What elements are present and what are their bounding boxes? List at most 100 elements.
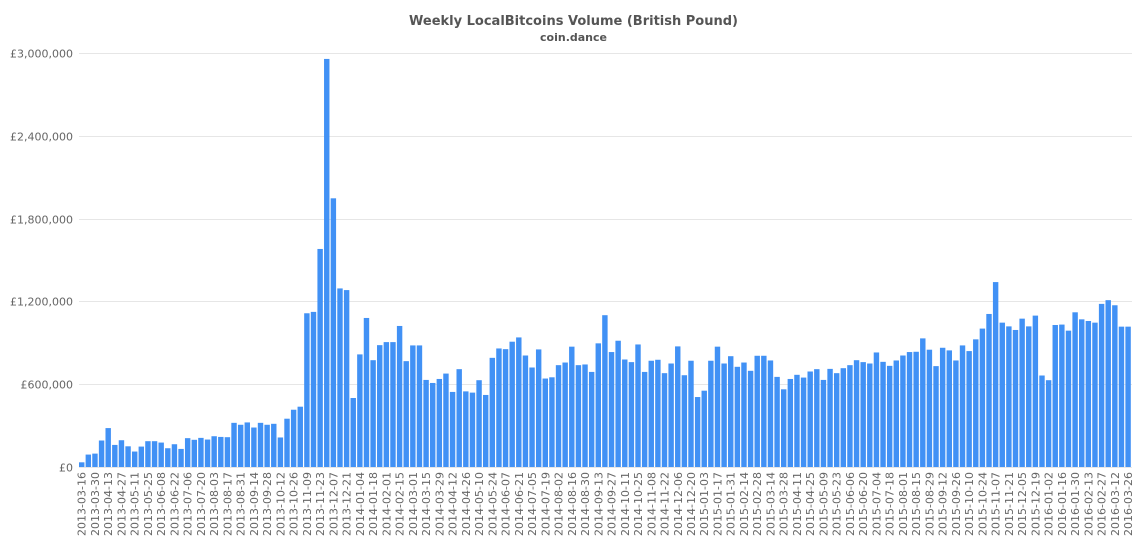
bar[interactable] [112,444,118,467]
bar[interactable] [668,363,674,468]
bar[interactable] [463,391,469,467]
bar[interactable] [549,377,555,467]
bar[interactable] [714,346,721,467]
bar[interactable] [761,355,767,467]
bar[interactable] [198,437,204,467]
bar[interactable] [794,374,800,467]
bar[interactable] [608,352,615,467]
bar[interactable] [370,360,376,467]
bar[interactable] [840,368,847,467]
bar[interactable] [595,343,601,467]
bar[interactable] [496,348,502,467]
bar[interactable] [615,340,621,467]
bar[interactable] [814,369,820,467]
bar[interactable] [920,338,926,467]
bar[interactable] [774,376,780,467]
bar[interactable] [1092,322,1098,467]
bar[interactable] [416,345,423,467]
bar[interactable] [569,346,575,467]
bar[interactable] [1065,330,1072,467]
bar[interactable] [1059,324,1065,467]
bar[interactable] [1026,326,1032,467]
bar[interactable] [423,379,429,467]
bar[interactable] [330,198,337,467]
bar[interactable] [847,365,853,467]
bar[interactable] [1098,303,1105,467]
bar[interactable] [622,359,628,468]
bar[interactable] [661,373,668,467]
bar[interactable] [324,58,330,468]
bar[interactable] [1019,318,1025,467]
bar[interactable] [178,448,184,467]
bar[interactable] [926,349,933,467]
bar[interactable] [681,375,688,467]
bar[interactable] [1045,380,1052,467]
bar[interactable] [264,424,270,467]
bar[interactable] [827,368,833,467]
bar[interactable] [582,364,588,467]
bar[interactable] [98,440,105,468]
bar[interactable] [979,328,986,467]
bar[interactable] [390,342,396,467]
bar[interactable] [741,362,747,467]
bar[interactable] [436,378,443,467]
bar[interactable] [1085,321,1092,467]
bar[interactable] [734,366,741,467]
bar[interactable] [237,424,244,467]
bar[interactable] [688,360,694,467]
bar[interactable] [509,341,515,467]
bar[interactable] [284,418,290,467]
bar[interactable] [211,436,217,467]
bar[interactable] [655,359,661,467]
bar[interactable] [701,390,707,467]
bar[interactable] [767,360,774,467]
bar[interactable] [522,355,529,468]
bar[interactable] [886,365,893,467]
bar[interactable] [535,349,542,467]
bar[interactable] [290,409,297,467]
bar[interactable] [377,345,383,467]
bar[interactable] [992,282,999,467]
bar[interactable] [953,360,959,467]
bar[interactable] [449,391,456,467]
bar[interactable] [257,422,264,467]
bar[interactable] [721,363,727,468]
bar[interactable] [959,345,966,467]
bar[interactable] [873,352,880,467]
bar[interactable] [694,397,701,467]
bar[interactable] [118,440,125,467]
bar[interactable] [138,446,145,467]
bar[interactable] [79,462,85,467]
bar[interactable] [973,339,979,467]
bar[interactable] [158,442,164,467]
bar[interactable] [833,373,840,467]
bar[interactable] [350,398,356,467]
bar[interactable] [204,439,211,467]
bar[interactable] [893,360,899,467]
bar[interactable] [184,438,191,467]
bar[interactable] [502,349,509,467]
bar[interactable] [145,441,151,467]
bar[interactable] [628,362,635,467]
bar[interactable] [588,371,595,467]
bar[interactable] [456,369,462,467]
bar[interactable] [251,427,257,467]
bar[interactable] [383,342,390,467]
bar[interactable] [317,248,323,467]
bar[interactable] [131,451,138,467]
bar[interactable] [337,288,343,467]
bar[interactable] [1105,300,1111,467]
bar[interactable] [966,351,972,467]
bar[interactable] [218,436,224,467]
bar[interactable] [171,444,178,467]
bar[interactable] [1052,325,1058,467]
bar[interactable] [867,363,873,468]
bar[interactable] [986,313,992,467]
bar[interactable] [820,379,827,467]
bar[interactable] [754,355,760,467]
bar[interactable] [575,365,582,467]
bar[interactable] [1079,319,1085,467]
bar[interactable] [708,360,714,467]
bar[interactable] [1012,329,1019,467]
bar[interactable] [933,366,939,467]
